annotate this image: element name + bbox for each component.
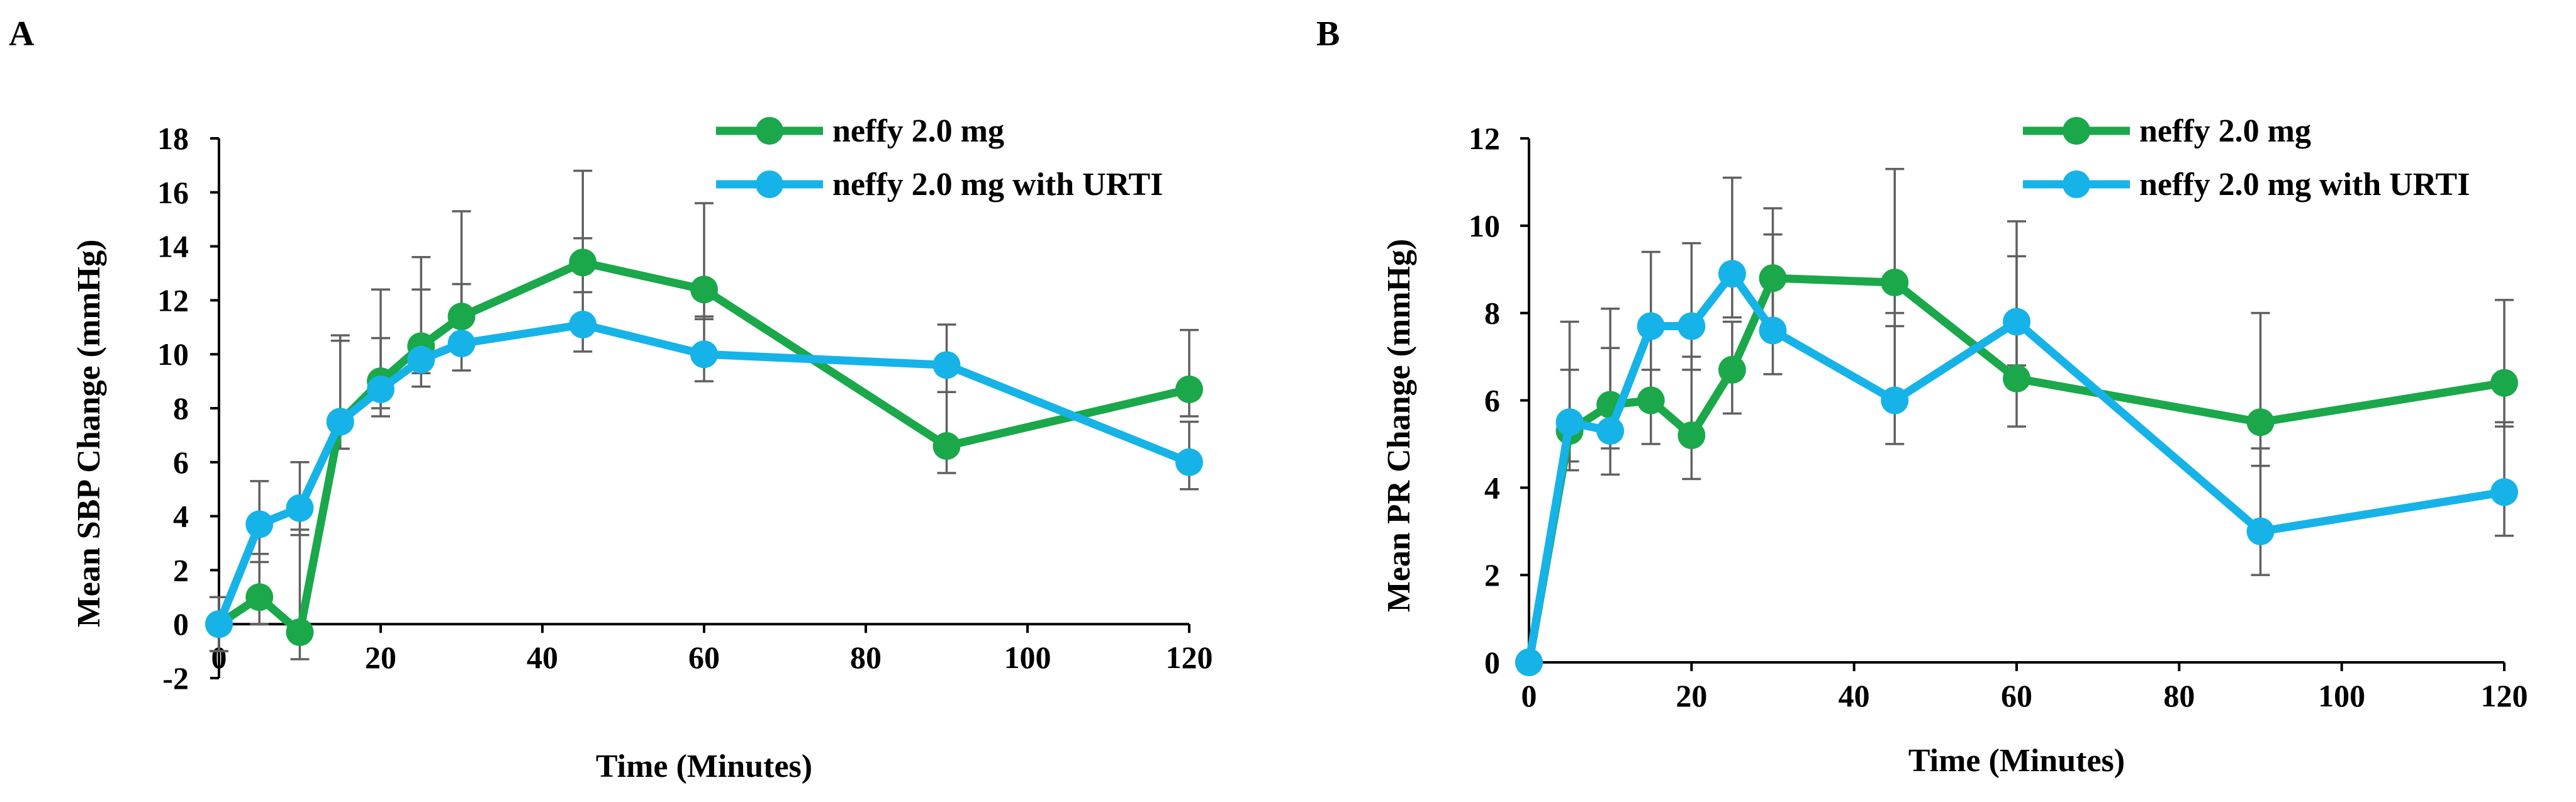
data-point-series-2 <box>2003 308 2030 336</box>
x-tick-label: 120 <box>2481 678 2528 713</box>
legend-label: neffy 2.0 mg <box>832 113 1004 149</box>
data-point-series-2 <box>1677 312 1706 340</box>
legend-item-2: neffy 2.0 mg with URTI <box>2023 167 2470 203</box>
y-tick-label: 4 <box>173 499 189 534</box>
data-point-series-2 <box>1515 649 1543 676</box>
data-point-series-1 <box>2003 364 2030 393</box>
x-tick-label: 40 <box>527 640 558 675</box>
data-point-series-2 <box>569 311 597 339</box>
data-point-series-1 <box>569 248 597 277</box>
y-tick-label: 18 <box>157 121 189 156</box>
y-tick-label: 4 <box>1484 470 1500 505</box>
x-tick-label: 80 <box>850 640 882 675</box>
x-tick-label: 120 <box>1166 640 1213 675</box>
y-tick-label: 0 <box>173 606 189 642</box>
x-tick-label: 40 <box>1839 678 1870 713</box>
data-point-series-2 <box>326 408 354 436</box>
y-tick-label: -2 <box>162 660 189 696</box>
x-tick-label: 60 <box>688 640 720 675</box>
data-point-series-1 <box>1881 269 1909 297</box>
y-tick-label: 8 <box>1484 296 1500 331</box>
x-tick-label: 100 <box>2318 678 2365 713</box>
error-bars-series-2 <box>1560 176 2514 576</box>
data-point-series-2 <box>2246 517 2275 545</box>
data-point-series-1 <box>2490 369 2518 397</box>
panel-b-label: B <box>1316 14 1340 53</box>
data-point-series-1 <box>245 583 274 611</box>
data-point-series-1 <box>932 432 961 460</box>
data-point-series-2 <box>1596 417 1625 445</box>
data-point-series-2 <box>690 340 718 369</box>
y-tick-label: 12 <box>1469 121 1500 156</box>
x-tick-label: 100 <box>1004 640 1051 675</box>
y-tick-label: 8 <box>173 391 189 426</box>
y-tick-label: 10 <box>157 337 189 372</box>
x-tick-label: 80 <box>2163 678 2195 713</box>
x-tick-label: 0 <box>1521 678 1537 713</box>
legend-label: neffy 2.0 mg <box>2139 113 2311 149</box>
data-point-series-1 <box>690 276 718 304</box>
y-tick-label: 12 <box>157 282 189 318</box>
legend-item-1: neffy 2.0 mg <box>716 113 1004 149</box>
data-point-series-1 <box>1759 264 1787 292</box>
data-point-series-2 <box>1718 260 1746 288</box>
data-point-series-1 <box>1677 421 1706 450</box>
y-tick-label: 0 <box>1484 645 1500 680</box>
data-point-series-2 <box>1175 448 1203 476</box>
legend-swatch-marker <box>756 117 783 145</box>
legend-item-1: neffy 2.0 mg <box>2023 113 2311 149</box>
y-tick-label: 14 <box>157 229 189 264</box>
y-axis-title: Mean SBP Change (mmHg) <box>71 240 107 628</box>
legend-label: neffy 2.0 mg with URTI <box>832 167 1163 203</box>
y-tick-label: 10 <box>1469 208 1500 243</box>
y-tick-label: 2 <box>1484 557 1500 593</box>
data-point-series-1 <box>286 618 314 647</box>
data-point-series-1 <box>1637 386 1665 415</box>
y-tick-label: 6 <box>1484 383 1500 418</box>
legend-swatch-marker <box>2063 170 2090 198</box>
data-point-series-2 <box>1637 312 1665 340</box>
data-point-series-2 <box>932 351 961 379</box>
x-tick-label: 20 <box>365 640 396 675</box>
x-axis-title: Time (Minutes) <box>596 749 812 784</box>
data-point-series-2 <box>407 345 435 374</box>
y-tick-label: 2 <box>173 552 189 588</box>
data-point-series-1 <box>1175 375 1203 403</box>
x-tick-label: 60 <box>2001 678 2032 713</box>
data-point-series-2 <box>1881 386 1909 415</box>
data-point-series-1 <box>2246 408 2275 437</box>
data-point-series-2 <box>447 330 476 358</box>
data-point-series-2 <box>367 375 395 403</box>
x-tick-label: 20 <box>1676 678 1707 713</box>
data-point-series-1 <box>1718 355 1746 384</box>
x-axis-title: Time (Minutes) <box>1908 743 2125 779</box>
data-point-series-2 <box>1759 316 1787 345</box>
legend-item-2: neffy 2.0 mg with URTI <box>716 167 1163 203</box>
legend-swatch-marker <box>2063 117 2090 145</box>
data-point-series-2 <box>245 510 274 538</box>
legend-label: neffy 2.0 mg with URTI <box>2139 167 2470 203</box>
y-tick-label: 16 <box>157 175 189 210</box>
legend-swatch-marker <box>756 170 783 198</box>
y-axis-title: Mean PR Change (mmHg) <box>1381 239 1417 613</box>
data-point-series-2 <box>2490 478 2518 506</box>
error-bars-series-1 <box>210 169 1199 660</box>
data-point-series-1 <box>447 303 476 331</box>
data-point-series-2 <box>205 610 233 638</box>
data-point-series-2 <box>286 494 314 522</box>
panel-a-label: A <box>9 14 35 53</box>
y-tick-label: 6 <box>173 445 189 480</box>
data-point-series-2 <box>1555 408 1584 437</box>
